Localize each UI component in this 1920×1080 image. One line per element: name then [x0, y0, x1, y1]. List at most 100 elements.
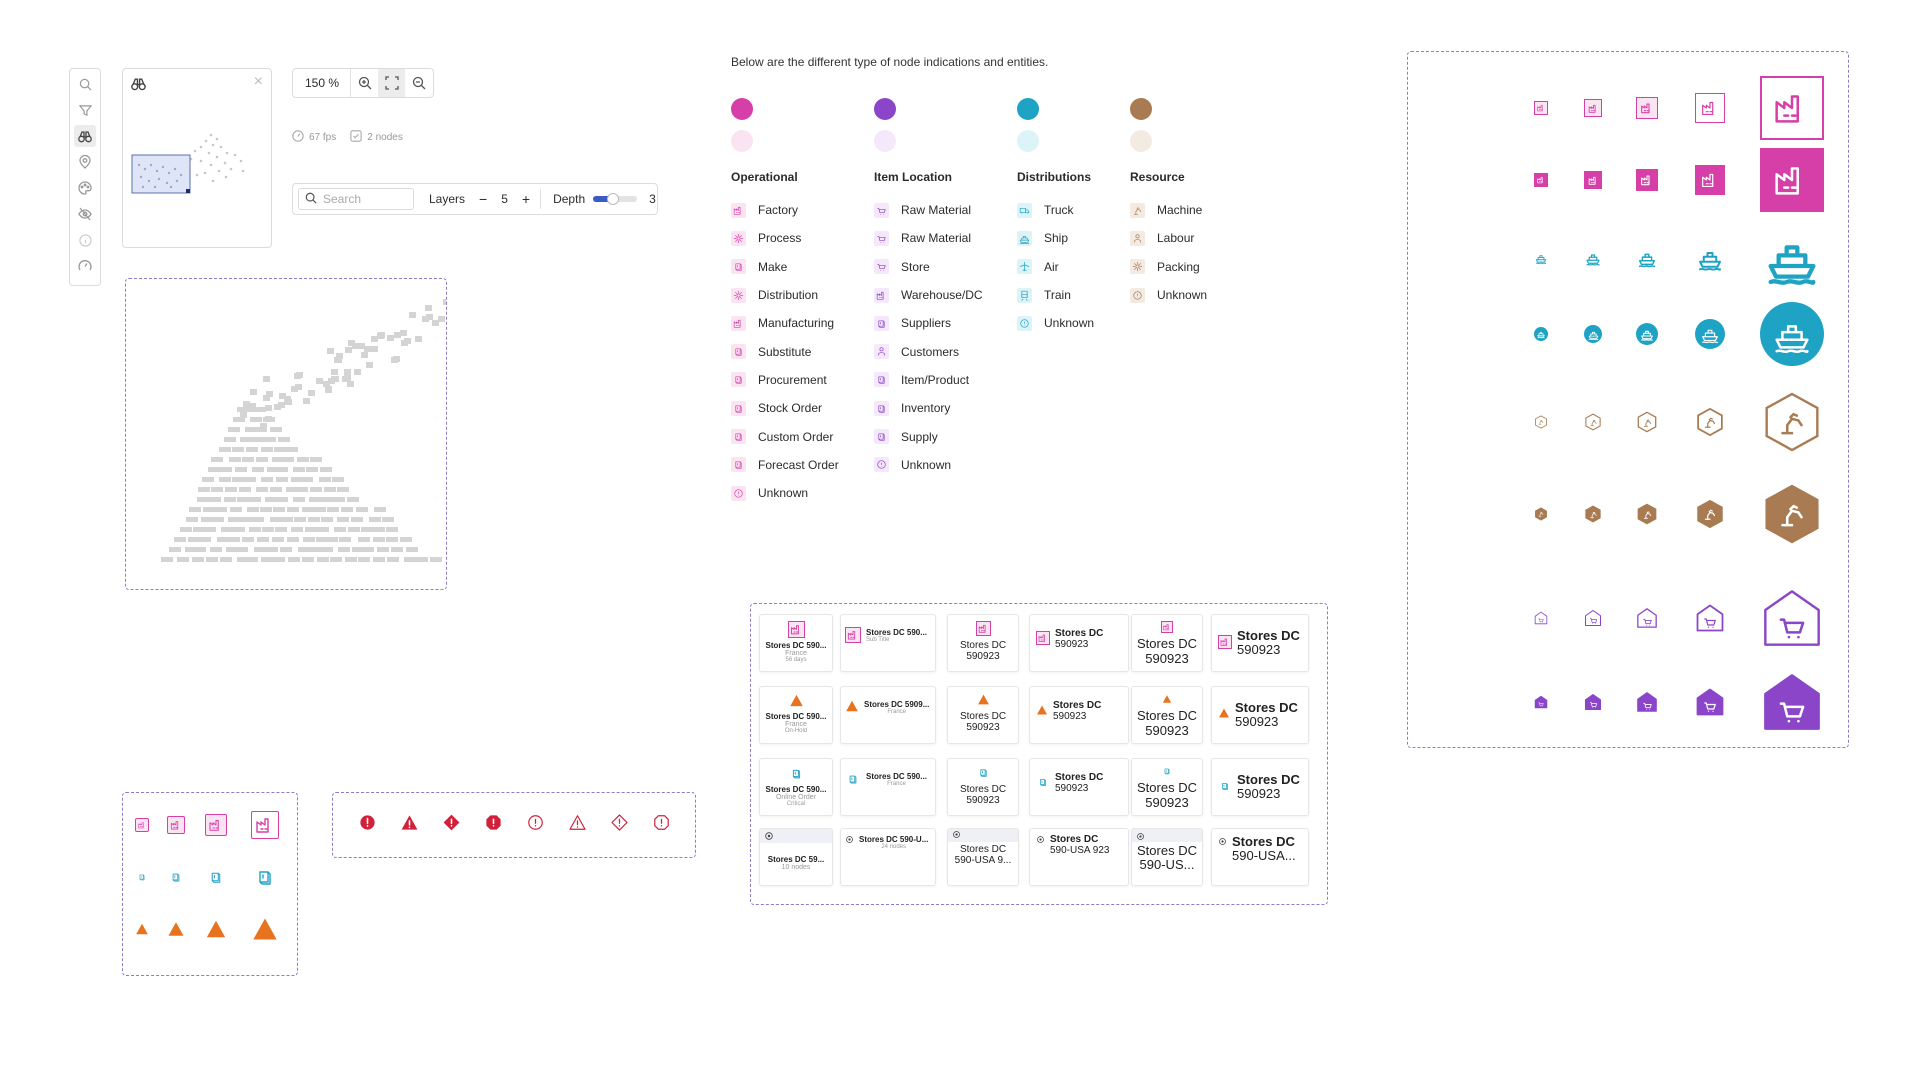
layers-increment-button[interactable]: + — [521, 191, 531, 207]
minimap-panel: × — [122, 68, 272, 248]
node-card[interactable]: Stores DC 590923 — [1131, 758, 1203, 816]
graph-node — [212, 517, 224, 522]
node-card[interactable]: Stores DC 590... France — [840, 758, 936, 816]
node-card[interactable]: Stores DC 590923 — [1211, 614, 1309, 672]
node-card[interactable]: Stores DC 590... Online Order Critical — [759, 758, 833, 816]
ship-icon — [1695, 319, 1725, 349]
info-icon[interactable] — [74, 229, 96, 251]
node-card[interactable]: Stores DC 590923 — [1131, 686, 1203, 744]
legend-item: Inventory — [874, 394, 983, 422]
node-card[interactable]: Stores DC 590... Sub Title — [840, 614, 936, 672]
color-swatch-light — [1130, 130, 1152, 152]
search-icon[interactable] — [74, 73, 96, 95]
graph-node — [314, 507, 326, 512]
node-card[interactable]: Stores DC 590923 — [1211, 686, 1309, 744]
graph-node — [261, 447, 273, 452]
graph-node — [263, 395, 270, 401]
node-card[interactable]: Stores DC 590-US... — [1131, 828, 1203, 886]
node-card[interactable]: Stores DC 590923 — [1029, 686, 1129, 744]
cart-icon — [874, 202, 889, 218]
graph-node — [341, 507, 353, 512]
node-card[interactable]: Stores DC 590923 — [1211, 758, 1309, 816]
graph-node — [202, 477, 214, 482]
graph-canvas[interactable] — [126, 279, 446, 589]
zoom-control: 150 % — [292, 68, 434, 98]
card-title: Stores DC — [1137, 780, 1197, 796]
location-pin-icon[interactable] — [74, 151, 96, 173]
graph-node — [224, 497, 236, 502]
search-input[interactable]: Search — [298, 188, 414, 210]
depth-slider-thumb[interactable] — [606, 193, 619, 205]
gauge-icon[interactable] — [74, 255, 96, 277]
card-title-line2: 590923 — [1145, 650, 1189, 666]
fps-readout: 67 fps — [309, 132, 337, 143]
zoom-out-icon[interactable] — [405, 69, 432, 97]
zoom-value[interactable]: 150 % — [293, 69, 351, 97]
legend-item-label: Inventory — [901, 401, 951, 416]
node-card[interactable]: Stores DC 590923 — [947, 614, 1019, 672]
graph-node — [264, 437, 276, 442]
factory-icon — [1760, 148, 1824, 212]
graph-node — [338, 547, 350, 552]
graph-node — [352, 547, 364, 552]
node-card[interactable]: Stores DC 59... 10 nodes — [759, 828, 833, 886]
graph-node — [302, 557, 314, 562]
card-title-line2: 590923 — [1053, 711, 1087, 722]
robot-icon — [1636, 503, 1658, 525]
graph-node — [250, 417, 262, 422]
ship-icon — [1534, 251, 1548, 270]
node-card[interactable]: Stores DC 590923 — [947, 758, 1019, 816]
factory-icon — [845, 627, 861, 643]
card-title: Stores DC 590... — [765, 712, 827, 721]
layers-value: 5 — [501, 192, 508, 206]
circle-icon — [1130, 287, 1145, 303]
graph-node — [246, 447, 258, 452]
color-swatch-light — [1017, 130, 1039, 152]
card-title: Stores DC 590... — [866, 772, 927, 781]
cart-icon — [1534, 611, 1548, 625]
fit-screen-icon[interactable] — [378, 69, 405, 97]
graph-node — [242, 537, 254, 542]
node-card[interactable]: Stores DC 590923 — [1029, 614, 1129, 672]
card-title: Stores DC 59... — [767, 855, 825, 864]
box-icon — [731, 259, 746, 275]
graph-node — [301, 477, 313, 482]
node-card[interactable]: Stores DC 590923 — [947, 686, 1019, 744]
warning-triangle-icon — [167, 920, 185, 943]
legend-item-label: Unknown — [1044, 316, 1095, 331]
node-card[interactable]: Stores DC 590... France 56 days — [759, 614, 833, 672]
node-card[interactable]: Stores DC 590-USA... — [1211, 828, 1309, 886]
filter-icon[interactable] — [74, 99, 96, 121]
card-title: Stores DC — [959, 711, 1007, 722]
node-card[interactable]: Stores DC 590... France On-Hold — [759, 686, 833, 744]
robot-icon — [1584, 413, 1602, 431]
zoom-in-icon[interactable] — [351, 69, 378, 97]
node-card[interactable]: Stores DC 590923 — [1131, 614, 1203, 672]
box-icon — [731, 344, 746, 360]
node-card[interactable]: Stores DC 590-U... 24 nodes — [840, 828, 936, 886]
graph-node — [252, 437, 264, 442]
depth-slider[interactable] — [593, 193, 638, 205]
close-icon[interactable]: × — [253, 73, 263, 90]
legend-item-label: Warehouse/DC — [901, 288, 983, 303]
graph-node — [319, 477, 331, 482]
graph-node — [208, 467, 220, 472]
graph-node — [391, 547, 403, 552]
eye-off-icon[interactable] — [74, 203, 96, 225]
node-card[interactable]: Stores DC 5909... France — [840, 686, 936, 744]
box-icon — [135, 870, 149, 884]
layers-decrement-button[interactable]: − — [479, 191, 488, 207]
robot-icon — [1760, 390, 1824, 454]
node-card[interactable]: Stores DC 590-USA 9... — [947, 828, 1019, 886]
color-swatch-light — [874, 130, 896, 152]
card-title-line2: 590923 — [1145, 794, 1189, 810]
box-icon — [975, 765, 991, 780]
legend-item: Process — [731, 224, 839, 252]
binoculars-icon[interactable] — [74, 125, 96, 147]
node-card[interactable]: Stores DC 590-USA 923 — [1029, 828, 1129, 886]
node-card[interactable]: Stores DC 590923 — [1029, 758, 1129, 816]
palette-icon[interactable] — [74, 177, 96, 199]
graph-node — [273, 507, 285, 512]
warning-octagon-outline-icon — [652, 813, 671, 837]
legend-item-label: Packing — [1157, 259, 1200, 274]
